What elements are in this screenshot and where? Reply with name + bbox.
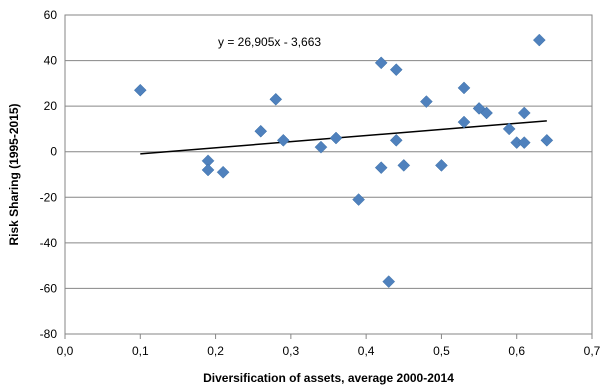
data-point: [389, 133, 403, 147]
y-tick-label: 60: [44, 8, 58, 22]
data-point: [517, 106, 531, 120]
y-tick-label: 0: [50, 145, 57, 159]
x-tick-label: 0,5: [433, 344, 450, 358]
data-point: [352, 193, 365, 206]
data-point: [254, 124, 268, 138]
plot-area-frame: [64, 14, 593, 335]
data-point: [389, 63, 403, 77]
data-point: [201, 163, 215, 177]
data-point: [435, 159, 448, 172]
x-tick-label: 0,0: [57, 344, 74, 358]
data-point: [374, 161, 388, 175]
data-point: [374, 56, 388, 70]
trendline: [140, 120, 547, 155]
data-point: [532, 33, 546, 47]
x-tick-label: 0,6: [508, 344, 525, 358]
data-point: [269, 92, 283, 106]
data-point: [480, 106, 493, 120]
x-axis-title: Diversification of assets, average 2000-…: [203, 371, 454, 385]
data-point: [502, 122, 516, 136]
data-point: [457, 115, 471, 129]
data-point: [216, 165, 230, 179]
y-axis-ticks: -80 -60 -40 -20 0 20 40 60: [40, 8, 58, 341]
y-axis-title: Risk Sharing (1995-2015): [7, 103, 21, 245]
trendline-equation: y = 26,905x - 3,663: [218, 35, 321, 49]
x-tick-label: 0,2: [207, 344, 224, 358]
gridlines: [65, 14, 592, 335]
y-tick-label: -80: [40, 327, 58, 341]
y-tick-label: -60: [40, 281, 58, 295]
data-point: [133, 83, 147, 97]
data-point: [540, 133, 554, 147]
data-point: [420, 95, 433, 108]
data-point: [517, 136, 531, 149]
data-point: [382, 275, 396, 288]
x-axis-ticks: 0,0 0,1 0,2 0,3 0,4 0,5 0,6 0,7: [57, 334, 601, 358]
x-tick-label: 0,3: [283, 344, 300, 358]
y-tick-label: 20: [44, 99, 58, 113]
data-points: [133, 33, 554, 288]
data-point: [276, 133, 290, 147]
x-tick-label: 0,7: [584, 344, 601, 358]
data-point: [314, 140, 328, 154]
data-point: [329, 131, 343, 145]
y-tick-label: -40: [40, 236, 58, 250]
y-tick-label: 40: [44, 54, 58, 68]
data-point: [397, 159, 411, 172]
x-tick-label: 0,4: [358, 344, 375, 358]
x-tick-label: 0,1: [132, 344, 149, 358]
y-tick-label: -20: [40, 190, 58, 204]
data-point: [457, 81, 471, 95]
